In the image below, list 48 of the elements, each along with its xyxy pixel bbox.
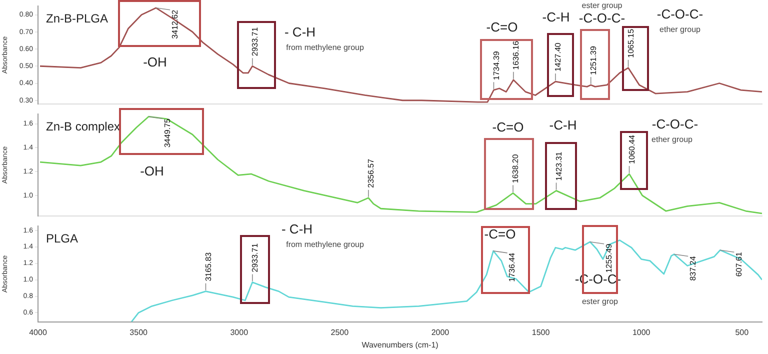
annotation: 3449.75 bbox=[162, 118, 172, 148]
text: Zn-B complex bbox=[46, 120, 120, 134]
annotation: 607.61 bbox=[734, 252, 744, 277]
annotation: ester grop bbox=[582, 297, 619, 306]
text: Zn-B-PLGA bbox=[46, 12, 108, 26]
annotation: 1065.15 bbox=[626, 28, 636, 58]
annotation: ether group bbox=[652, 135, 694, 144]
annotation: 1427.40 bbox=[554, 42, 563, 72]
x-tick-label: 2500 bbox=[330, 328, 350, 337]
annotation: -C-H bbox=[542, 10, 570, 25]
annotation: 1423.31 bbox=[554, 151, 564, 181]
annotation: 1060.44 bbox=[627, 134, 636, 164]
x-tick-label: 1000 bbox=[632, 328, 651, 337]
annotation: 1638.20 bbox=[511, 154, 520, 184]
annotation: 1734.39 bbox=[492, 50, 501, 80]
x-tick-label: 1500 bbox=[532, 328, 550, 337]
annotation: - C-H bbox=[284, 24, 316, 40]
annotation: from methylene group bbox=[286, 240, 364, 250]
x-tick-label: 3000 bbox=[230, 328, 249, 337]
x-tick-label: 500 bbox=[735, 328, 750, 337]
annotation: - C-H bbox=[281, 222, 313, 237]
annotation: -C=O bbox=[484, 226, 516, 242]
annotation: 2356.57 bbox=[366, 158, 376, 188]
annotation: -C-O-C- bbox=[578, 10, 626, 26]
annotation: 2933.71 bbox=[250, 26, 260, 56]
annotation: -OH bbox=[143, 54, 167, 70]
annotation: from methylene group bbox=[286, 43, 364, 52]
annotation: 2933.71 bbox=[250, 242, 260, 272]
x-tick-label: 4000 bbox=[29, 328, 48, 337]
annotation: -C=O bbox=[492, 120, 524, 135]
annotation: -C-O-C- bbox=[652, 116, 698, 132]
x-tick-label: 3500 bbox=[130, 328, 148, 337]
annotation: -C-H bbox=[549, 118, 577, 133]
annotation: ether group bbox=[660, 25, 702, 34]
annotation: 3412.62 bbox=[170, 9, 180, 39]
annotation: 837.24 bbox=[688, 256, 698, 281]
x-axis-title: Wavenumbers (cm-1) bbox=[362, 340, 439, 350]
annotation: 1251.39 bbox=[589, 45, 598, 75]
text: PLGA bbox=[46, 232, 78, 246]
annotation: ester group bbox=[582, 1, 623, 10]
annotation: -OH bbox=[140, 164, 164, 179]
x-tick-label: 2000 bbox=[431, 328, 450, 337]
annotation: -C-O-C- bbox=[656, 6, 704, 22]
annotation: 1255.49 bbox=[604, 243, 614, 273]
annotation: 1736.44 bbox=[508, 252, 517, 282]
annotation: 1636.16 bbox=[512, 40, 521, 70]
annotation: 3165.83 bbox=[204, 252, 213, 282]
annotation: -C=O bbox=[486, 20, 518, 35]
